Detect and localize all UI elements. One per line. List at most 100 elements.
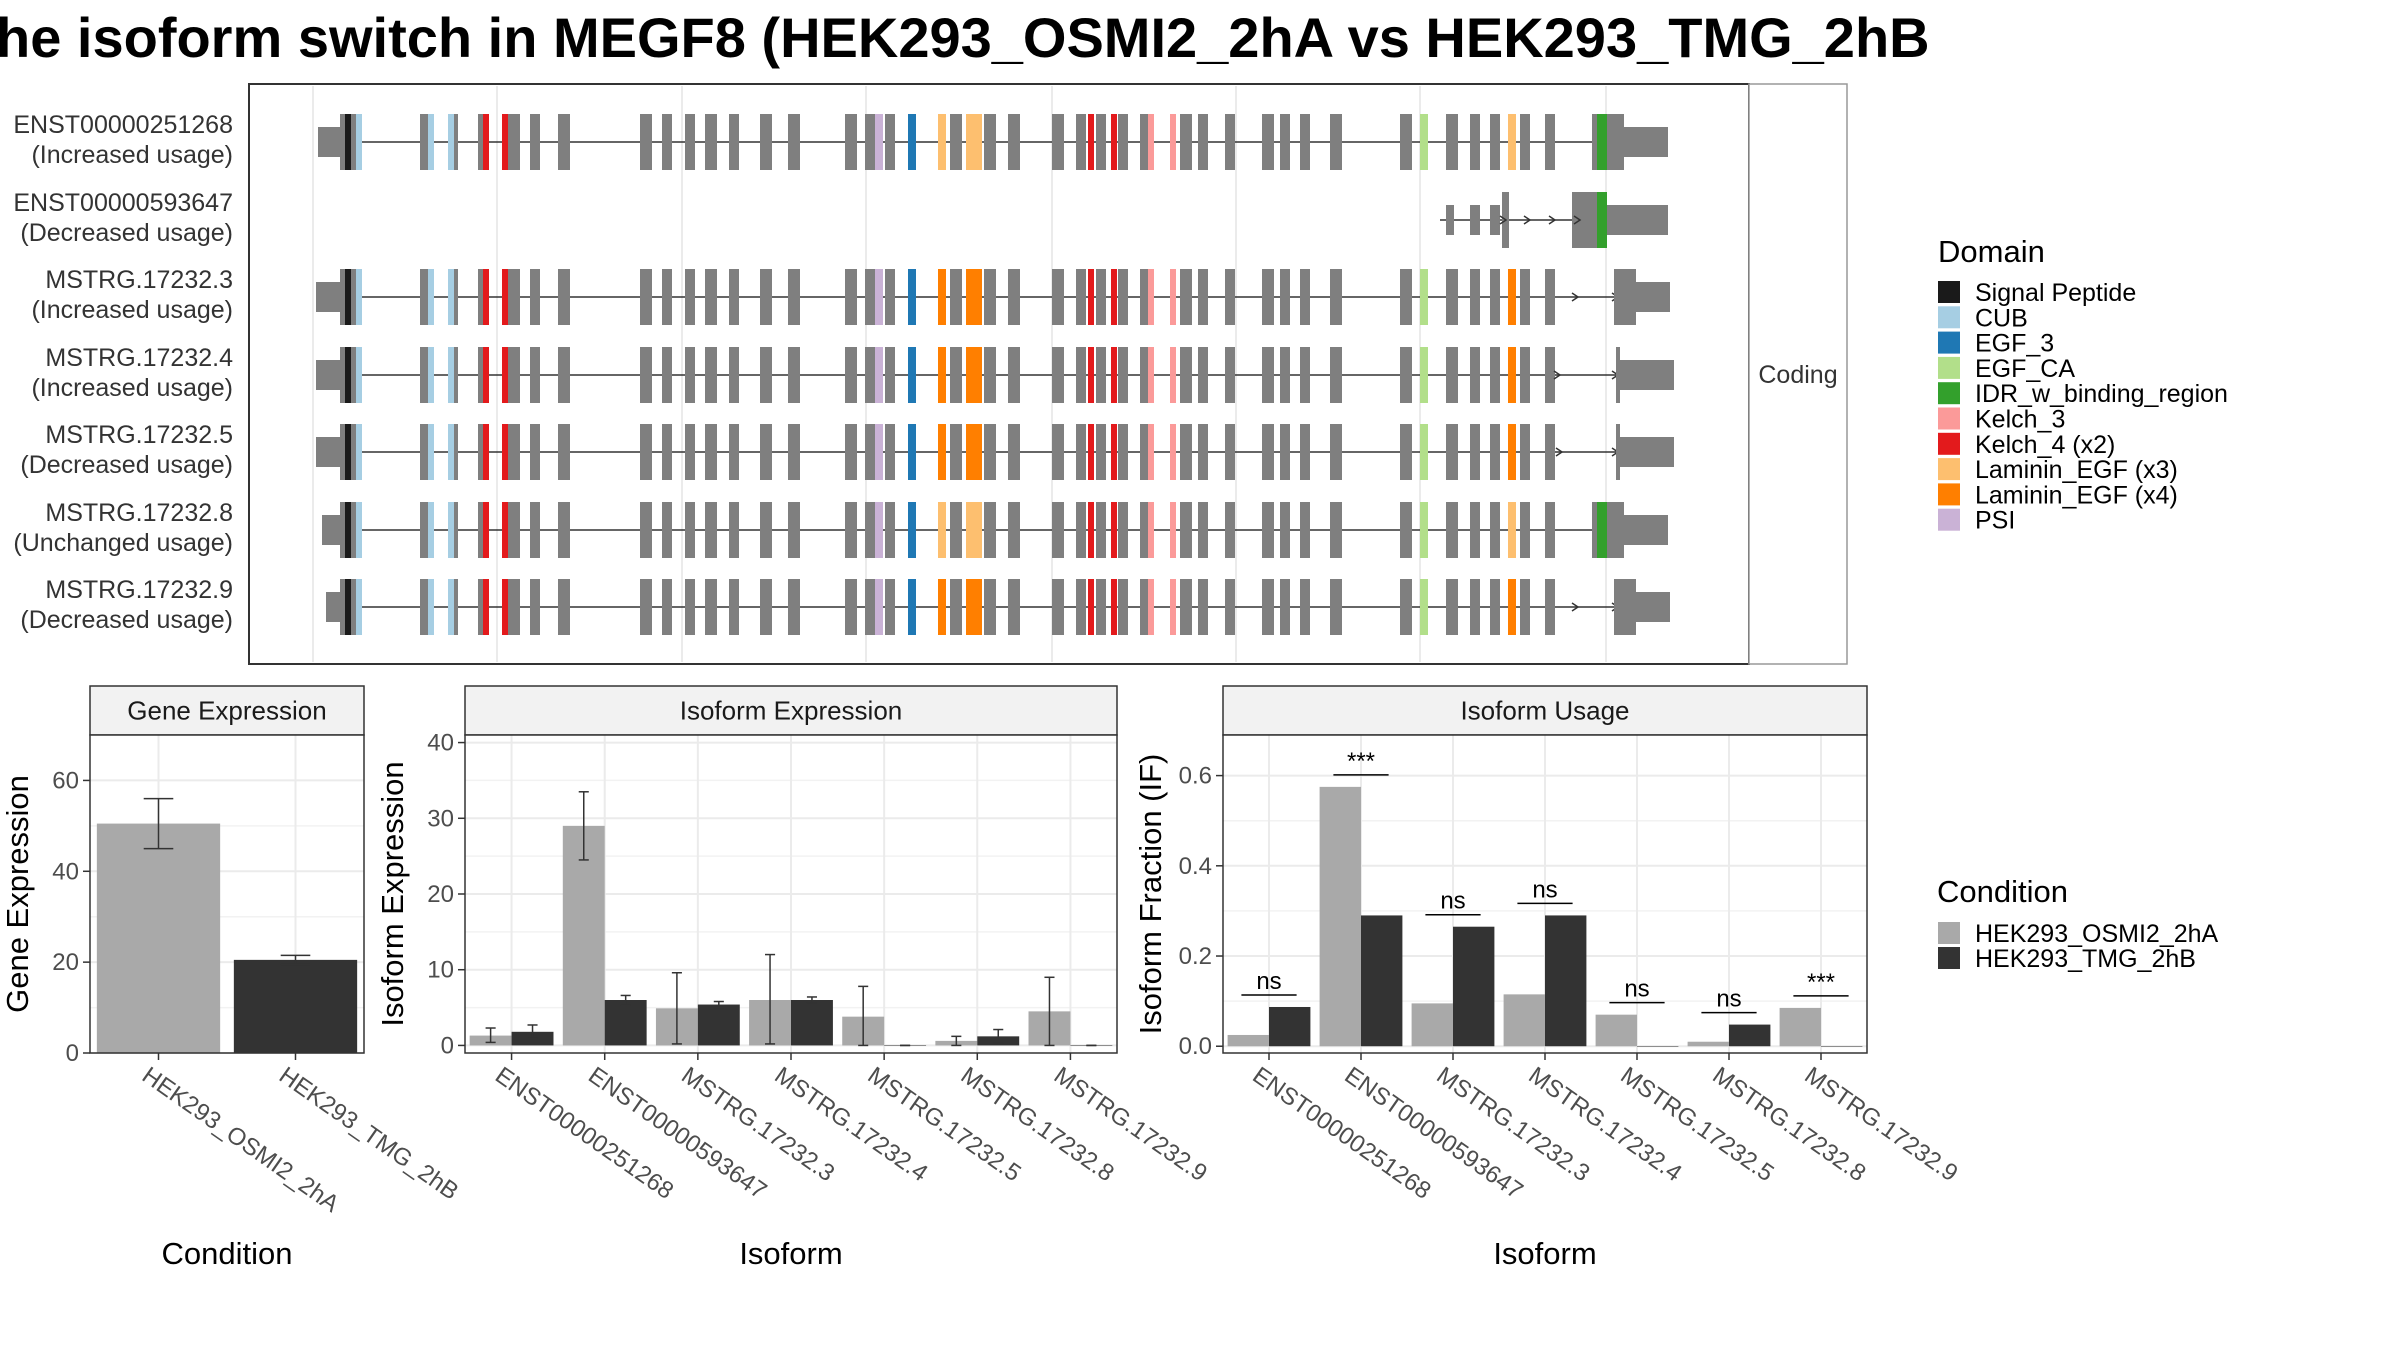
strand-arrow: [1555, 447, 1564, 457]
exon: [1096, 114, 1106, 170]
legend-label: EGF_3: [1975, 330, 2054, 358]
exon: [1096, 579, 1106, 635]
exon: [788, 347, 800, 403]
y-tick-label: 20: [52, 949, 79, 976]
exon: [760, 114, 772, 170]
strand-arrow: [1548, 215, 1557, 225]
domain-block: [1420, 424, 1428, 480]
domain-block: [1111, 424, 1117, 480]
exon: [1616, 424, 1620, 480]
exon: [1225, 269, 1235, 325]
domain-block: [974, 502, 982, 558]
legend-label: EGF_CA: [1975, 355, 2075, 383]
domain-block: [1148, 114, 1154, 170]
y-tick-label: 0.2: [1179, 943, 1212, 970]
exon: [1300, 269, 1310, 325]
x-tick-label: MSTRG.17232.9: [1049, 1062, 1212, 1187]
domain-legend-title: Domain: [1938, 234, 2045, 269]
exon: [845, 424, 857, 480]
exon: [845, 269, 857, 325]
domain-block: [1508, 269, 1516, 325]
domain-block: [1597, 114, 1607, 170]
y-tick-label: 20: [427, 881, 454, 908]
utr-5prime: [318, 127, 342, 157]
domain-block: [966, 114, 974, 170]
exon: [1545, 114, 1555, 170]
domain-block: [345, 502, 351, 558]
significance-label: ns: [1716, 986, 1741, 1013]
exon: [685, 114, 695, 170]
x-tick-label: MSTRG.17232.8: [956, 1062, 1119, 1187]
isoform-id-label: MSTRG.17232.8: [45, 499, 233, 527]
exon: [984, 424, 996, 480]
legend-swatch: [1938, 508, 1960, 531]
exon: [760, 269, 772, 325]
exon: [1614, 269, 1636, 325]
facet-title: Isoform Expression: [680, 696, 903, 726]
exon: [1198, 579, 1208, 635]
domain-block: [345, 114, 351, 170]
domain-block: [1111, 114, 1117, 170]
exon: [1400, 502, 1412, 558]
domain-block: [966, 269, 974, 325]
exon: [1008, 424, 1020, 480]
exon: [845, 579, 857, 635]
domain-block: [356, 424, 362, 480]
exon: [1592, 502, 1624, 558]
legend-label: Laminin_EGF (x3): [1975, 456, 2178, 484]
exon: [705, 579, 717, 635]
utr-5prime: [316, 282, 342, 312]
legend-swatch: [1938, 356, 1960, 379]
exon: [705, 269, 717, 325]
y-tick-label: 0: [66, 1040, 79, 1067]
strand-arrow: [1571, 602, 1580, 612]
exon: [1446, 205, 1454, 235]
exon: [1118, 424, 1128, 480]
domain-block: [345, 579, 351, 635]
exon: [1280, 347, 1290, 403]
isoform-usage-label: (Decreased usage): [20, 219, 233, 247]
exon: [1330, 347, 1342, 403]
domain-block: [1170, 424, 1176, 480]
facet-strip: [464, 685, 1118, 736]
legend-label: PSI: [1975, 507, 2015, 535]
domain-block: [448, 114, 454, 170]
bar: [562, 825, 605, 1046]
exon: [1225, 502, 1235, 558]
exon: [1300, 579, 1310, 635]
legend-swatch: [1938, 306, 1960, 329]
exon: [1180, 424, 1192, 480]
domain-block: [966, 502, 974, 558]
domain-block: [1148, 424, 1154, 480]
exon: [950, 269, 962, 325]
domain-block: [875, 579, 883, 635]
exon: [1520, 114, 1530, 170]
x-axis-title: Condition: [162, 1236, 293, 1271]
exon: [1280, 269, 1290, 325]
legend-label: HEK293_TMG_2hB: [1975, 945, 2196, 973]
exon: [1330, 114, 1342, 170]
domain-block: [448, 347, 454, 403]
exon: [1520, 502, 1530, 558]
y-axis-title: Isoform Fraction (IF): [1133, 754, 1168, 1035]
bar: [1821, 1046, 1863, 1047]
domain-block: [502, 347, 508, 403]
bar: [1637, 1046, 1679, 1047]
isoform-usage-label: (Decreased usage): [20, 451, 233, 479]
legend-swatch: [1938, 281, 1960, 303]
domain-block: [974, 269, 982, 325]
exon: [1490, 205, 1500, 235]
significance-label: ns: [1532, 876, 1557, 903]
strand-arrow: [1553, 370, 1562, 380]
legend-label: HEK293_OSMI2_2hA: [1975, 920, 2219, 948]
exon: [1198, 347, 1208, 403]
exon: [530, 269, 540, 325]
legend-label: Signal Peptide: [1975, 279, 2136, 307]
exon: [1545, 579, 1555, 635]
exon: [1300, 502, 1310, 558]
bar: [1269, 1006, 1311, 1047]
domain-block: [483, 114, 489, 170]
utr-3prime: [1620, 360, 1674, 390]
isoform-id-label: MSTRG.17232.3: [45, 266, 233, 294]
